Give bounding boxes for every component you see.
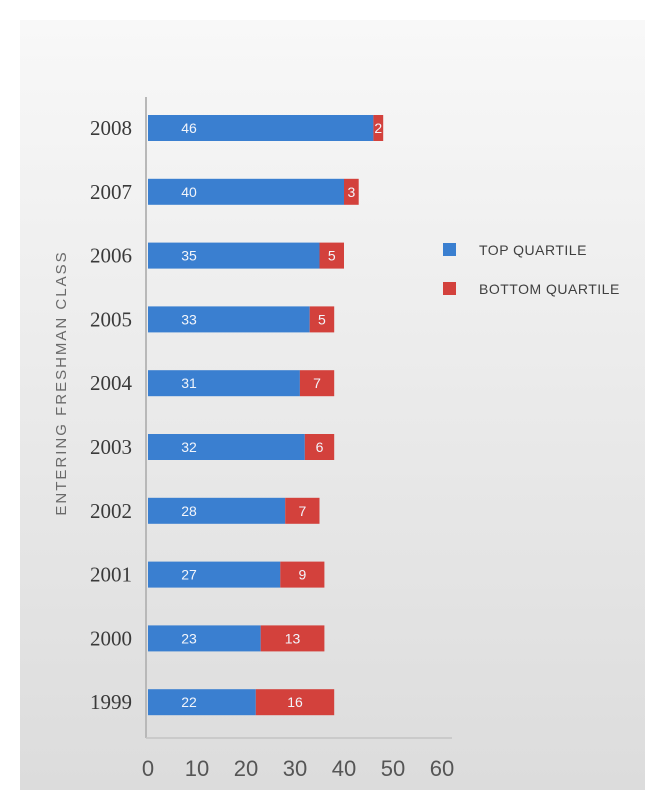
bar-label-bottom-quartile-2002: 7	[298, 503, 306, 519]
bar-top-quartile-2000	[148, 625, 261, 652]
bar-label-bottom-quartile-1999: 16	[287, 694, 303, 710]
bar-label-bottom-quartile-2006: 5	[328, 248, 336, 264]
y-tick-label-2005: 2005	[90, 307, 132, 331]
bar-bottom-quartile-1999	[255, 689, 335, 716]
legend-swatch-bottom-quartile	[443, 282, 456, 295]
bar-bottom-quartile-2006	[319, 242, 344, 269]
bar-bottom-quartile-2004	[299, 370, 335, 397]
bar-bottom-quartile-2007	[344, 178, 359, 205]
bar-label-top-quartile-2000: 23	[181, 630, 197, 646]
y-axis-label: ENTERING FRESHMAN CLASS	[53, 250, 70, 515]
bar-bottom-quartile-2008	[373, 115, 384, 141]
legend-swatch-top-quartile	[443, 243, 456, 256]
bar-label-top-quartile-2001: 27	[181, 567, 197, 583]
bar-label-bottom-quartile-2004: 7	[313, 375, 321, 391]
bar-label-bottom-quartile-2005: 5	[318, 311, 326, 327]
bar-label-bottom-quartile-2000: 13	[285, 630, 301, 646]
bar-label-bottom-quartile-2007: 3	[347, 184, 355, 200]
bar-bottom-quartile-2002	[285, 497, 320, 524]
bar-top-quartile-2002	[148, 497, 286, 524]
bar-label-top-quartile-2005: 33	[181, 311, 197, 327]
bar-label-top-quartile-2006: 35	[181, 248, 197, 264]
bar-top-quartile-2006	[148, 242, 320, 269]
y-tick-label-2003: 2003	[90, 435, 132, 459]
x-tick-label-30: 30	[283, 756, 307, 781]
legend-label-top-quartile: TOP QUARTILE	[479, 242, 587, 258]
bar-top-quartile-2005	[148, 306, 310, 333]
bar-bottom-quartile-2000	[260, 625, 325, 652]
y-tick-label-2008: 2008	[90, 116, 132, 140]
y-tick-label-2000: 2000	[90, 626, 132, 650]
y-tick-label-2006: 2006	[90, 244, 132, 268]
x-tick-label-20: 20	[234, 756, 258, 781]
chart-background	[20, 20, 645, 790]
y-tick-label-1999: 1999	[90, 690, 132, 714]
bar-top-quartile-2004	[148, 370, 300, 397]
bar-bottom-quartile-2001	[280, 561, 325, 588]
bar-label-top-quartile-2004: 31	[181, 375, 197, 391]
x-tick-label-10: 10	[185, 756, 209, 781]
bar-label-top-quartile-1999: 22	[181, 694, 197, 710]
x-tick-label-60: 60	[430, 756, 454, 781]
bar-label-top-quartile-2008: 46	[181, 120, 197, 136]
x-tick-label-40: 40	[332, 756, 356, 781]
bar-label-top-quartile-2002: 28	[181, 503, 197, 519]
bar-label-top-quartile-2007: 40	[181, 184, 197, 200]
x-tick-label-0: 0	[142, 756, 154, 781]
y-tick-label-2004: 2004	[90, 371, 133, 395]
bar-label-top-quartile-2003: 32	[181, 439, 197, 455]
bar-bottom-quartile-2003	[304, 434, 335, 460]
x-tick-label-50: 50	[381, 756, 405, 781]
bar-top-quartile-2007	[148, 178, 344, 205]
bar-label-bottom-quartile-2008: 2	[374, 120, 382, 136]
y-tick-label-2002: 2002	[90, 499, 132, 523]
bar-label-bottom-quartile-2003: 6	[316, 439, 324, 455]
bar-top-quartile-2001	[148, 561, 281, 588]
bar-bottom-quartile-2005	[309, 306, 335, 333]
bar-top-quartile-2003	[148, 434, 305, 460]
bar-label-bottom-quartile-2001: 9	[298, 567, 306, 583]
bar-top-quartile-1999	[148, 689, 256, 716]
legend-label-bottom-quartile: BOTTOM QUARTILE	[479, 281, 620, 297]
y-tick-label-2001: 2001	[90, 563, 132, 587]
y-tick-label-2007: 2007	[90, 180, 132, 204]
bar-top-quartile-2008	[148, 115, 374, 141]
